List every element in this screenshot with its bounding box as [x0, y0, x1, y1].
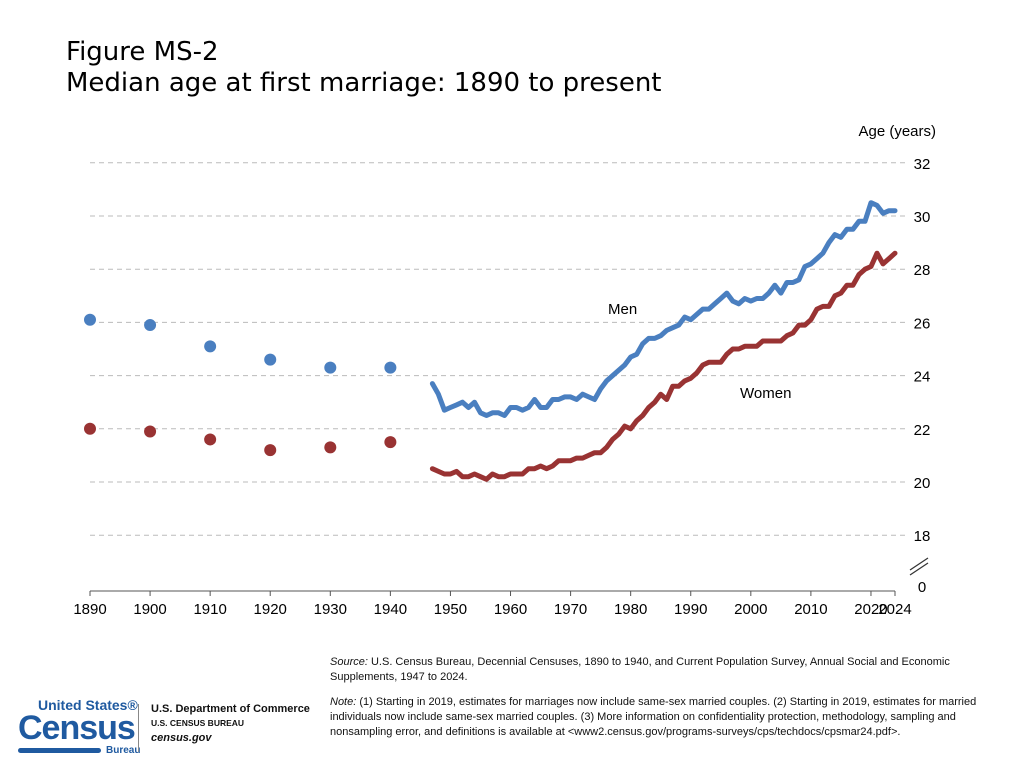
- bureau-name: U.S. CENSUS BUREAU: [151, 718, 245, 728]
- note-text: (1) Starting in 2019, estimates for marr…: [330, 696, 977, 738]
- dept-name: U.S. Department of Commerce: [151, 703, 310, 715]
- chart: Age (years) 32 30 28 26 24 22 20 18 0 1890 1900 19…: [73, 123, 936, 618]
- women-label: Women: [740, 385, 791, 402]
- women-annual-line: [429, 250, 898, 482]
- logo-divider: [138, 704, 139, 752]
- x-tick-label: 1910: [193, 601, 226, 618]
- men-decennial-point: [144, 319, 157, 332]
- x-tick-label: 1940: [374, 601, 407, 618]
- women-decennial-point: [144, 425, 157, 438]
- logo-wordmark: Census: [18, 709, 136, 747]
- women-decennial-point: [84, 422, 96, 435]
- note-label: Note:: [330, 696, 357, 708]
- footnote: Note: (1) Starting in 2019, estimates fo…: [330, 695, 1010, 740]
- men-label: Men: [608, 301, 637, 318]
- y-tick-label: 18: [914, 528, 931, 545]
- x-tick-label: 1970: [554, 601, 587, 618]
- census-site[interactable]: census.gov: [151, 732, 212, 744]
- men-annual-line: [429, 200, 898, 418]
- logo-line1: United States®: [38, 697, 138, 713]
- men-decennial-point: [384, 361, 397, 374]
- x-tick-label: 2000: [734, 601, 767, 618]
- women-decennial-point: [264, 444, 277, 457]
- x-tick-label: 1990: [674, 601, 707, 618]
- x-tick-label: 2024: [878, 601, 911, 618]
- y-tick-label: 22: [914, 422, 931, 439]
- men-decennial-point: [84, 313, 96, 326]
- y-axis-label: Age (years): [858, 123, 936, 140]
- y-tick-label: 20: [914, 475, 931, 492]
- x-tick-label: 1930: [314, 601, 347, 618]
- y-tick-label: 28: [914, 262, 931, 279]
- census-logo: United States® Census Bureau U.S. Depart…: [18, 698, 318, 758]
- chart-title: Median age at first marriage: 1890 to pr…: [66, 68, 662, 98]
- y-tick-label: 30: [914, 209, 931, 226]
- axis-break-icon: [909, 557, 929, 576]
- women-decennial-point: [204, 433, 217, 446]
- y-tick-label: 26: [914, 315, 931, 332]
- y-tick-label: 24: [914, 369, 931, 386]
- x-tick-label: 2010: [794, 601, 827, 618]
- men-decennial-point: [324, 361, 337, 374]
- figure-label: Figure MS-2: [66, 37, 219, 67]
- x-tick-label: 1980: [614, 601, 647, 618]
- y-tick-label: 0: [918, 579, 926, 596]
- source-note: Source: U.S. Census Bureau, Decennial Ce…: [330, 655, 1010, 685]
- x-tick-label: 1890: [73, 601, 106, 618]
- x-tick-label: 1900: [133, 601, 166, 618]
- logo-line3: Bureau: [106, 745, 141, 756]
- source-label: Source:: [330, 656, 368, 668]
- x-tick-label: 2020: [854, 601, 887, 618]
- y-tick-label: 32: [914, 156, 931, 173]
- logo-bar: [18, 748, 101, 753]
- men-decennial-point: [264, 353, 277, 366]
- x-tick-label: 1950: [434, 601, 467, 618]
- x-tick-label: 1960: [494, 601, 527, 618]
- men-decennial-point: [204, 340, 217, 353]
- women-decennial-point: [384, 436, 397, 449]
- footer-notes: Source: U.S. Census Bureau, Decennial Ce…: [330, 655, 1010, 750]
- source-text: U.S. Census Bureau, Decennial Censuses, …: [330, 656, 950, 683]
- x-tick-label: 1920: [254, 601, 287, 618]
- women-decennial-point: [324, 441, 337, 454]
